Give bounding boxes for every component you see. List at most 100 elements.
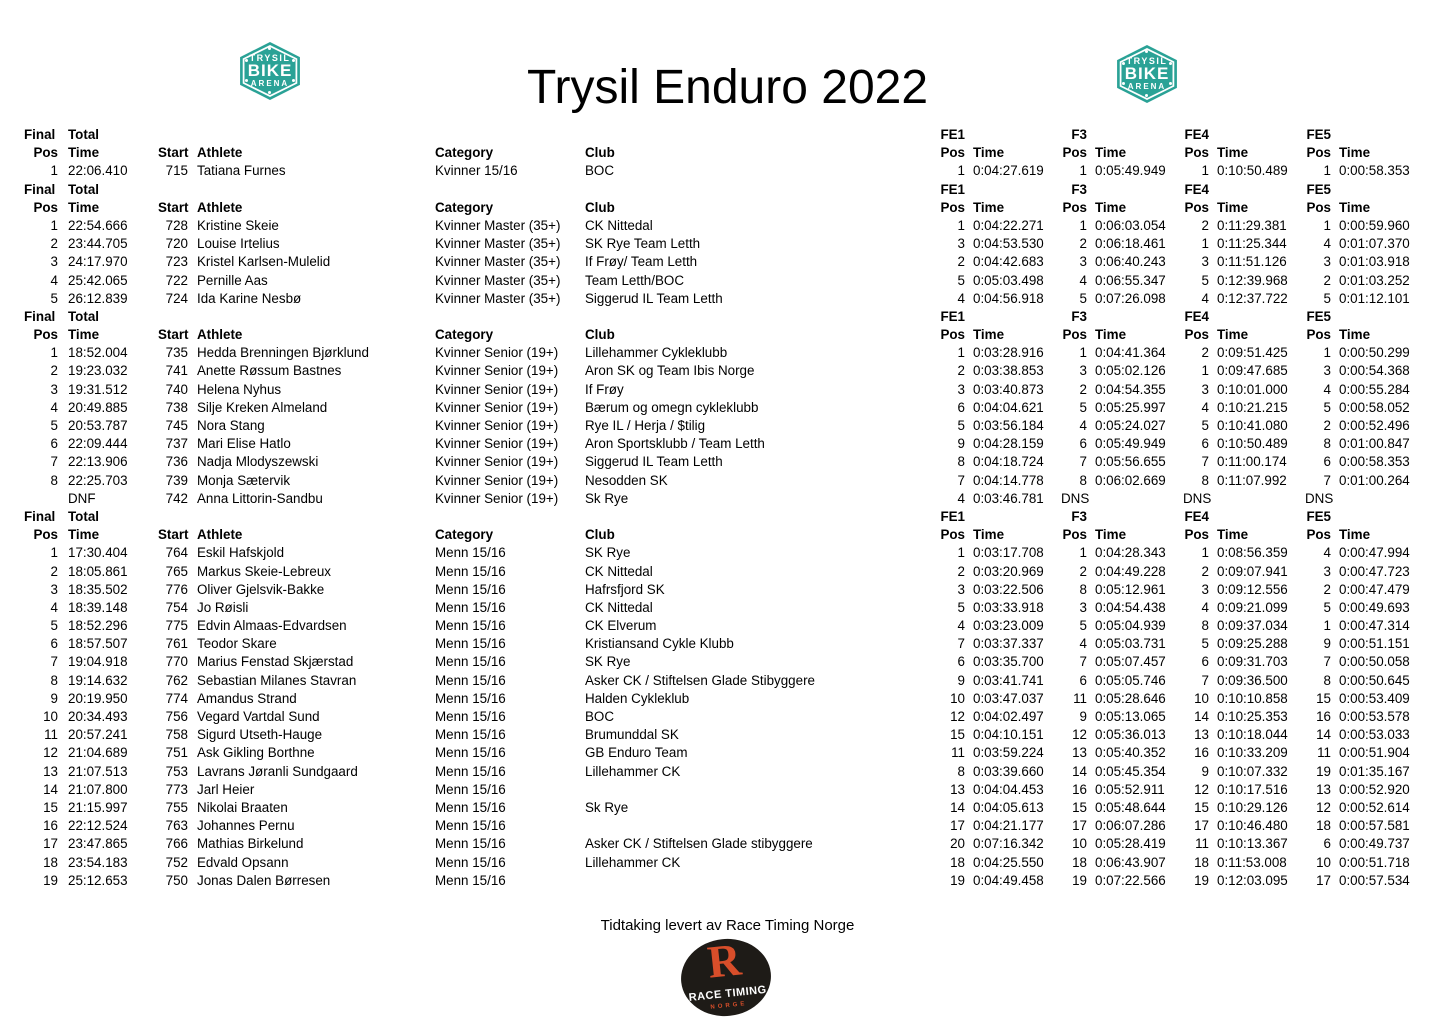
fe1-pos: 1 [957,163,965,179]
fe5-time: 0:00:50.645 [1339,672,1410,688]
stage-header: FE4 [1184,181,1209,197]
stage-pos-header: Pos [1306,145,1331,161]
stage-header: F3 [1071,508,1087,524]
fe1-time: 0:03:47.037 [973,690,1044,706]
spacer-cell [1087,308,1183,326]
final-pos: 2 [50,236,58,252]
fe5-pos: 6 [1323,454,1331,470]
final-pos: 18 [43,854,58,870]
stage-time-header: Time [1095,145,1127,161]
f3-pos: 2 [1079,381,1087,397]
fe4-time: 0:09:07.941 [1217,563,1288,579]
fe4-pos: 8 [1201,472,1209,488]
col-start-header: Start [158,199,189,215]
fe4-time: 0:10:13.367 [1217,836,1288,852]
final-pos: 3 [50,581,58,597]
total-time: 25:12.653 [68,872,128,888]
start-number: 751 [165,745,188,761]
total-time: 24:17.970 [68,254,128,270]
fe4-pos: 8 [1201,618,1209,634]
f3-time: 0:05:56.655 [1095,454,1166,470]
athlete-name: Lavrans Jøranli Sundgaard [197,763,358,779]
start-number: 770 [165,654,188,670]
result-row: 6 22:09.444 737 Mari Elise Hatlo Kvinner Sen… [24,435,1427,453]
stage-header: FE1 [940,181,965,197]
club: Aron Sportsklubb / Team Letth [585,436,765,452]
total-time: 22:12.524 [68,818,128,834]
club: CK Elverum [585,618,657,634]
final-pos: 5 [50,618,58,634]
stage-time-header: Time [973,527,1005,543]
fe5-time: 0:00:49.693 [1339,599,1410,615]
club: CK Nittedal [585,599,653,615]
club: Siggerud IL Team Letth [585,454,723,470]
f3-time: 0:05:45.354 [1095,763,1166,779]
final-pos: 4 [50,399,58,415]
start-number: 756 [165,709,188,724]
fe5-pos: 6 [1323,836,1331,852]
col-athlete-header: Athlete [197,327,243,343]
total-time: 20:57.241 [68,727,128,743]
fe5-time: 0:00:51.904 [1339,745,1410,761]
stage-pos-header: Pos [1306,199,1331,215]
fe4-time: 0:12:39.968 [1217,272,1288,288]
result-row: 4 18:39.148 754 Jo Røisli Menn 15/16 CK Nitte… [24,599,1427,617]
fe4-pos: 4 [1201,290,1209,306]
spacer-cell [1087,126,1183,144]
fe1-time: 0:04:02.497 [973,709,1044,724]
f3-time: 0:05:49.949 [1095,163,1166,179]
fe1-pos: 13 [950,781,965,797]
fe4-pos: 5 [1201,636,1209,652]
fe4-time: 0:10:01.000 [1217,381,1288,397]
total-time: 19:23.032 [68,363,128,379]
result-row: 2 23:44.705 720 Louise Irtelius Kvinner Mast… [24,235,1427,253]
start-number: 776 [165,581,188,597]
fe1-time: 0:04:27.619 [973,163,1044,179]
club: BOC [585,709,615,724]
category: Kvinner 15/16 [435,163,518,179]
athlete-name: Mathias Birkelund [197,836,304,852]
fe5-pos: 4 [1323,381,1331,397]
total-time: 26:12.839 [68,290,128,306]
result-row: 13 21:07.513 753 Lavrans Jøranli Sundgaard M… [24,763,1427,781]
fe5-time: 0:00:47.723 [1339,563,1410,579]
fe5-pos: 11 [1317,745,1331,761]
final-pos: 2 [50,563,58,579]
start-number: 764 [165,545,188,561]
fe1-pos: 5 [957,599,965,615]
f3-time: 0:05:24.027 [1095,418,1166,433]
fe5-pos: 8 [1323,672,1331,688]
fe4-time: 0:09:36.500 [1217,672,1288,688]
f3-time: 0:05:07.457 [1095,654,1166,670]
club: Asker CK / Stiftelsen Glade stibyggere [585,836,813,852]
col-time-header: Time [68,145,100,161]
f3-pos: 1 [1079,163,1087,179]
result-row: 11 20:57.241 758 Sigurd Utseth-Hauge Menn 15… [24,726,1427,744]
fe4-time: 0:11:00.174 [1217,454,1287,470]
fe5-pos: 2 [1323,272,1331,288]
fe4-pos: 9 [1201,763,1209,779]
fe4-time: 0:10:46.480 [1217,818,1288,834]
col-final-header: Final [24,127,56,142]
athlete-name: Kristel Karlsen-Mulelid [197,254,331,270]
club: Bærum og omegn cykleklubb [585,399,759,415]
stage-pos-header: Pos [1062,527,1087,543]
stage-time-header: Time [1095,327,1127,343]
fe5-time: 0:00:51.151 [1339,636,1410,652]
start-number: 766 [165,836,188,852]
fe5-time: 0:00:57.581 [1339,818,1410,834]
spacer-cell [1209,126,1305,144]
f3-time: 0:06:07.286 [1095,818,1166,834]
f3-time: 0:06:40.243 [1095,254,1166,270]
fe1-pos: 17 [950,818,965,834]
category: Menn 15/16 [435,581,506,597]
f3-time: 0:05:04.939 [1095,618,1166,634]
total-time: 19:04.918 [68,654,128,670]
logo-line-arena: ARENA [250,79,290,88]
athlete-name: Louise Irtelius [197,236,280,252]
fe5-pos: 5 [1323,290,1331,306]
fe1-pos: 3 [957,581,965,597]
fe1-time: 0:03:35.700 [973,654,1044,670]
athlete-name: Anette Røssum Bastnes [197,363,342,379]
col-club-header: Club [585,199,615,215]
